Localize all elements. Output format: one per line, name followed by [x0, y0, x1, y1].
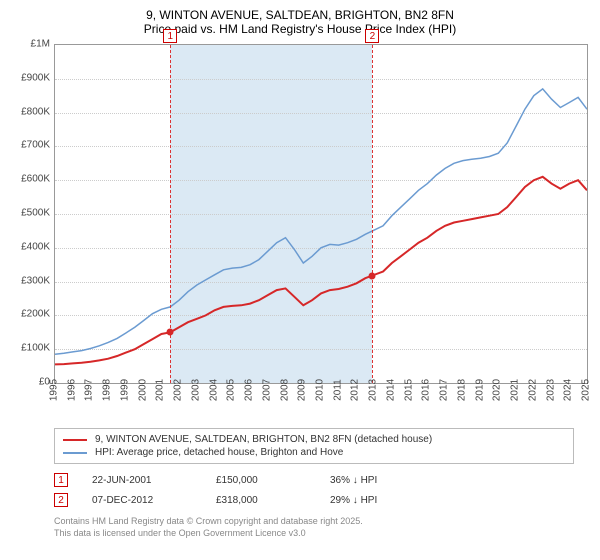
y-tick-label: £300K — [21, 275, 50, 286]
legend-label: HPI: Average price, detached house, Brig… — [95, 447, 343, 458]
x-tick-label: 2023 — [545, 379, 556, 401]
event-badge: 2 — [365, 29, 379, 43]
events-table: 1 22-JUN-2001 £150,000 36% ↓ HPI 2 07-DEC-201… — [54, 470, 574, 510]
x-tick-label: 2011 — [332, 379, 343, 401]
x-tick-label: 1997 — [84, 379, 95, 401]
x-tick-label: 2001 — [155, 379, 166, 401]
y-tick-label: £500K — [21, 208, 50, 219]
x-tick-label: 1996 — [66, 379, 77, 401]
footer-line-1: Contains HM Land Registry data © Crown c… — [54, 516, 588, 528]
event-marker — [167, 329, 174, 336]
x-tick-label: 1995 — [49, 379, 60, 401]
footer: Contains HM Land Registry data © Crown c… — [54, 516, 588, 539]
event-price: £318,000 — [216, 495, 306, 506]
x-tick-label: 2004 — [208, 379, 219, 401]
title-line-1: 9, WINTON AVENUE, SALTDEAN, BRIGHTON, BN… — [12, 8, 588, 22]
x-tick-label: 2022 — [527, 379, 538, 401]
event-row: 2 07-DEC-2012 £318,000 29% ↓ HPI — [54, 490, 574, 510]
x-tick-label: 2014 — [385, 379, 396, 401]
title-line-2: Price paid vs. HM Land Registry's House … — [12, 22, 588, 36]
y-tick-label: £100K — [21, 343, 50, 354]
x-tick-label: 2021 — [510, 379, 521, 401]
y-tick-label: £700K — [21, 140, 50, 151]
event-line — [372, 45, 373, 383]
y-tick-label: £1M — [31, 39, 50, 50]
event-date: 07-DEC-2012 — [92, 495, 192, 506]
y-tick-label: £600K — [21, 174, 50, 185]
x-tick-label: 2009 — [297, 379, 308, 401]
y-tick-label: £200K — [21, 309, 50, 320]
legend: 9, WINTON AVENUE, SALTDEAN, BRIGHTON, BN… — [54, 428, 574, 464]
plot-svg — [55, 45, 587, 383]
x-tick-label: 2020 — [492, 379, 503, 401]
x-tick-label: 2012 — [350, 379, 361, 401]
x-tick-label: 2018 — [456, 379, 467, 401]
x-tick-label: 1998 — [102, 379, 113, 401]
series-line-property — [55, 177, 587, 365]
event-num-badge: 2 — [54, 493, 68, 507]
x-tick-label: 2024 — [563, 379, 574, 401]
series-line-hpi — [55, 89, 587, 354]
x-tick-label: 2015 — [403, 379, 414, 401]
x-tick-label: 2010 — [315, 379, 326, 401]
event-marker — [369, 272, 376, 279]
legend-swatch — [63, 439, 87, 441]
event-row: 1 22-JUN-2001 £150,000 36% ↓ HPI — [54, 470, 574, 490]
x-tick-label: 2017 — [439, 379, 450, 401]
event-price: £150,000 — [216, 475, 306, 486]
y-tick-label: £900K — [21, 72, 50, 83]
legend-row: HPI: Average price, detached house, Brig… — [63, 446, 565, 459]
x-tick-label: 2005 — [226, 379, 237, 401]
x-tick-label: 2000 — [137, 379, 148, 401]
y-tick-label: £800K — [21, 106, 50, 117]
event-diff: 36% ↓ HPI — [330, 475, 420, 486]
legend-swatch — [63, 452, 87, 454]
x-tick-label: 2013 — [368, 379, 379, 401]
y-axis: £0£100K£200K£300K£400K£500K£600K£700K£80… — [12, 44, 54, 384]
x-axis: 1995199619971998199920002001200220032004… — [54, 384, 588, 424]
x-tick-label: 1999 — [119, 379, 130, 401]
legend-row: 9, WINTON AVENUE, SALTDEAN, BRIGHTON, BN… — [63, 433, 565, 446]
x-tick-label: 2007 — [261, 379, 272, 401]
event-badge: 1 — [163, 29, 177, 43]
event-diff: 29% ↓ HPI — [330, 495, 420, 506]
x-tick-label: 2003 — [190, 379, 201, 401]
plot-region: 12 — [54, 44, 588, 384]
x-tick-label: 2008 — [279, 379, 290, 401]
x-tick-label: 2016 — [421, 379, 432, 401]
x-tick-label: 2002 — [173, 379, 184, 401]
chart-title: 9, WINTON AVENUE, SALTDEAN, BRIGHTON, BN… — [12, 8, 588, 36]
y-tick-label: £400K — [21, 241, 50, 252]
event-date: 22-JUN-2001 — [92, 475, 192, 486]
x-tick-label: 2025 — [581, 379, 592, 401]
x-tick-label: 2019 — [474, 379, 485, 401]
footer-line-2: This data is licensed under the Open Gov… — [54, 528, 588, 540]
chart-area: £0£100K£200K£300K£400K£500K£600K£700K£80… — [12, 44, 588, 424]
legend-label: 9, WINTON AVENUE, SALTDEAN, BRIGHTON, BN… — [95, 434, 432, 445]
x-tick-label: 2006 — [244, 379, 255, 401]
event-num-badge: 1 — [54, 473, 68, 487]
